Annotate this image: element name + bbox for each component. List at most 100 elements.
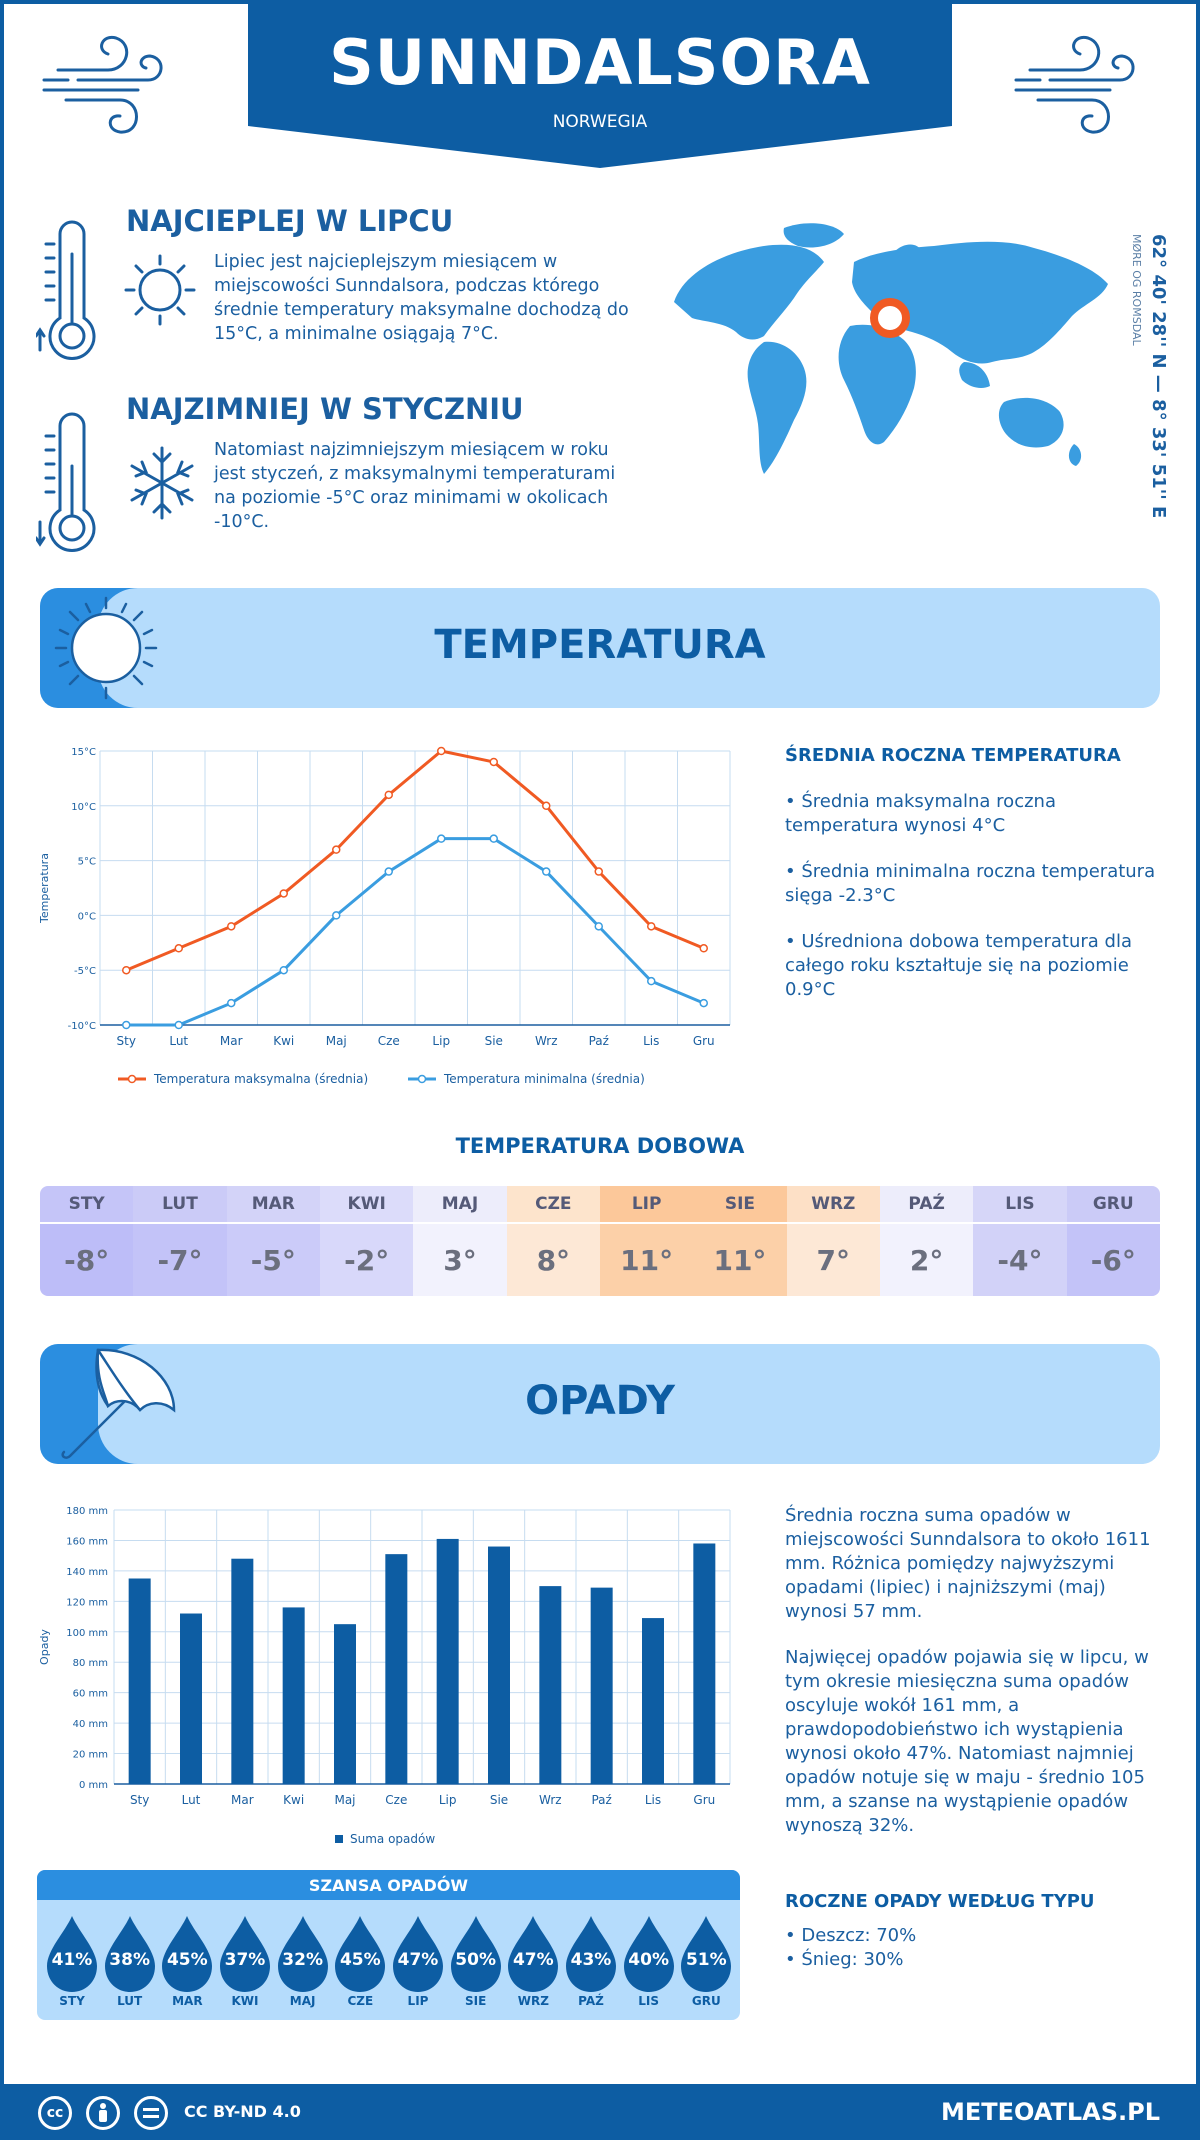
y-axis-label: Temperatura: [38, 853, 51, 924]
precipitation-chance-value: 43%: [570, 1950, 612, 1970]
data-point: [174, 1020, 183, 1030]
daily-temperature-column: GRU -6°: [1066, 1186, 1160, 1296]
daily-temperature-value: -2°: [319, 1224, 414, 1296]
series-line: [126, 837, 705, 1027]
temperature-bullet: • Średnia maksymalna roczna temperatura …: [785, 791, 1056, 836]
x-tick-label: Gru: [693, 1793, 715, 1807]
month-label: MAJ: [413, 1186, 507, 1224]
x-tick-label: Lip: [432, 1034, 450, 1048]
precipitation-bar-chart: 180 mm 160 mm 140 mm 120 mm 100 mm 80 mm 60 mm…: [38, 1506, 731, 1846]
precipitation-bar: [128, 1578, 151, 1784]
series-line: [125, 749, 705, 972]
site-link[interactable]: METEOATLAS.PL: [940, 2098, 1160, 2126]
daily-temperature-value: -7°: [133, 1224, 227, 1296]
world-map: [664, 212, 1124, 512]
region-text: MØRE OG ROMSDAL: [1130, 234, 1143, 346]
precipitation-chance-item: 41% STY: [43, 1914, 101, 2014]
month-label: PAŹ: [578, 1994, 604, 2008]
precipitation-bar: [539, 1586, 562, 1784]
daily-temperature-value: 11°: [693, 1224, 787, 1296]
legend-marker: [127, 1074, 137, 1084]
data-point: [594, 922, 603, 931]
month-label: SIE: [693, 1186, 787, 1224]
precipitation-bar: [231, 1558, 254, 1784]
temperature-title: TEMPERATURA: [434, 622, 766, 668]
data-point: [437, 834, 446, 843]
month-label: LIS: [973, 1186, 1067, 1224]
x-tick-label: Maj: [334, 1793, 355, 1807]
precipitation-bar: [590, 1587, 613, 1784]
daily-temperature-column: LIS -4°: [973, 1186, 1067, 1296]
hottest-title: NAJCIEPLEJ W LIPCU: [126, 204, 454, 238]
precipitation-title: OPADY: [525, 1378, 675, 1424]
coordinates: 62° 40' 28'' N — 8° 33' 51'' E MØRE OG R…: [1130, 234, 1169, 518]
raindrop-icon: [47, 1916, 97, 1992]
precipitation-chance-drops: 41% STY 38% LUT 45% MAR 37% KWI 32% MAJ 45% CZE 47% L…: [43, 1914, 735, 2014]
x-tick-label: Wrz: [535, 1034, 558, 1048]
raindrop-icon: [508, 1916, 559, 1992]
coldest-block: NAJZIMNIEJ W STYCZNIU Natomiast najzimni…: [36, 392, 636, 562]
daily-temperature-value: 3°: [413, 1224, 507, 1296]
y-tick-label: 100 mm: [66, 1628, 108, 1639]
month-label: CZE: [506, 1186, 600, 1224]
y-tick-label: 80 mm: [73, 1658, 108, 1669]
location-marker-icon: [870, 298, 910, 338]
x-tick-label: Wrz: [539, 1793, 562, 1807]
legend-label: Suma opadów: [350, 1832, 435, 1846]
data-point: [437, 746, 446, 756]
cc-icon: cc: [38, 2096, 72, 2130]
precipitation-type: ROCZNE OPADY WEDŁUG TYPU • Deszcz: 70% •…: [785, 1890, 1165, 1972]
precipitation-chance-value: 32%: [282, 1950, 323, 1970]
daily-temperature-title: TEMPERATURA DOBOWA: [455, 1134, 745, 1158]
month-label: MAR: [226, 1186, 320, 1224]
raindrop-icon: [277, 1916, 328, 1992]
legend-swatch: [335, 1835, 343, 1843]
data-point: [542, 867, 551, 876]
temperature-summary: ŚREDNIA ROCZNA TEMPERATURA • Średnia mak…: [785, 744, 1165, 1024]
precipitation-bar: [642, 1618, 664, 1784]
coldest-title: NAJZIMNIEJ W STYCZNIU: [126, 392, 524, 426]
data-point: [384, 790, 393, 800]
month-label: GRU: [691, 1994, 721, 2008]
temperature-bullet: • Uśredniona dobowa temperatura dla całe…: [785, 931, 1133, 1000]
month-label: KWI: [231, 1994, 259, 2008]
sun-icon: [54, 596, 158, 700]
month-label: KWI: [319, 1186, 414, 1224]
precipitation-bar: [385, 1554, 408, 1784]
coldest-text: Natomiast najzimniejszym miesiącem w rok…: [214, 440, 616, 532]
precipitation-chance-item: 47% WRZ: [504, 1914, 562, 2014]
y-tick-label: -10°C: [68, 1021, 96, 1032]
wind-icon: [38, 24, 170, 152]
x-tick-label: Kwi: [273, 1034, 294, 1048]
raindrop-icon: [450, 1916, 501, 1992]
daily-temperature-column: SIE 11°: [693, 1186, 787, 1296]
data-point: [332, 845, 341, 854]
precipitation-chance-item: 51% GRU: [677, 1914, 735, 2014]
x-tick-label: Maj: [326, 1034, 347, 1048]
daily-temperature-column: MAR -5°: [226, 1186, 320, 1296]
data-point: [594, 867, 603, 876]
y-tick-label: 120 mm: [66, 1597, 108, 1608]
x-tick-label: Paź: [591, 1793, 611, 1807]
data-point: [227, 922, 236, 931]
daily-temperature-value: -8°: [40, 1224, 134, 1296]
data-point: [542, 801, 551, 811]
daily-temperature-value: -5°: [226, 1224, 320, 1296]
x-tick-label: Kwi: [283, 1793, 304, 1807]
precipitation-chance-box: SZANSA OPADÓW 41% STY 38% LUT 45% MAR 37% KWI 32…: [37, 1870, 740, 2020]
precipitation-chance-item: 32% MAJ: [274, 1914, 332, 2014]
daily-temperature-value: 7°: [786, 1224, 880, 1296]
x-tick-label: Lip: [439, 1793, 457, 1807]
precipitation-summary: Średnia roczna suma opadów w miejscowośc…: [785, 1504, 1165, 1838]
x-tick-label: Lut: [169, 1034, 188, 1048]
precipitation-bar: [334, 1624, 356, 1784]
x-tick-label: Sty: [130, 1793, 149, 1807]
legend-marker: [417, 1074, 427, 1084]
precipitation-chance-value: 50%: [455, 1950, 496, 1970]
precipitation-chance-item: 40% LIS: [620, 1914, 678, 2014]
raindrop-icon: [104, 1916, 155, 1992]
x-tick-label: Cze: [385, 1793, 407, 1807]
precipitation-chance-item: 47% LIP: [389, 1914, 447, 2014]
temperature-line-chart: 15°C 10°C 5°C 0°C -5°C -10°C Sty Lut Mar Kwi Maj Cz…: [38, 746, 731, 1086]
month-label: LUT: [117, 1994, 143, 2008]
